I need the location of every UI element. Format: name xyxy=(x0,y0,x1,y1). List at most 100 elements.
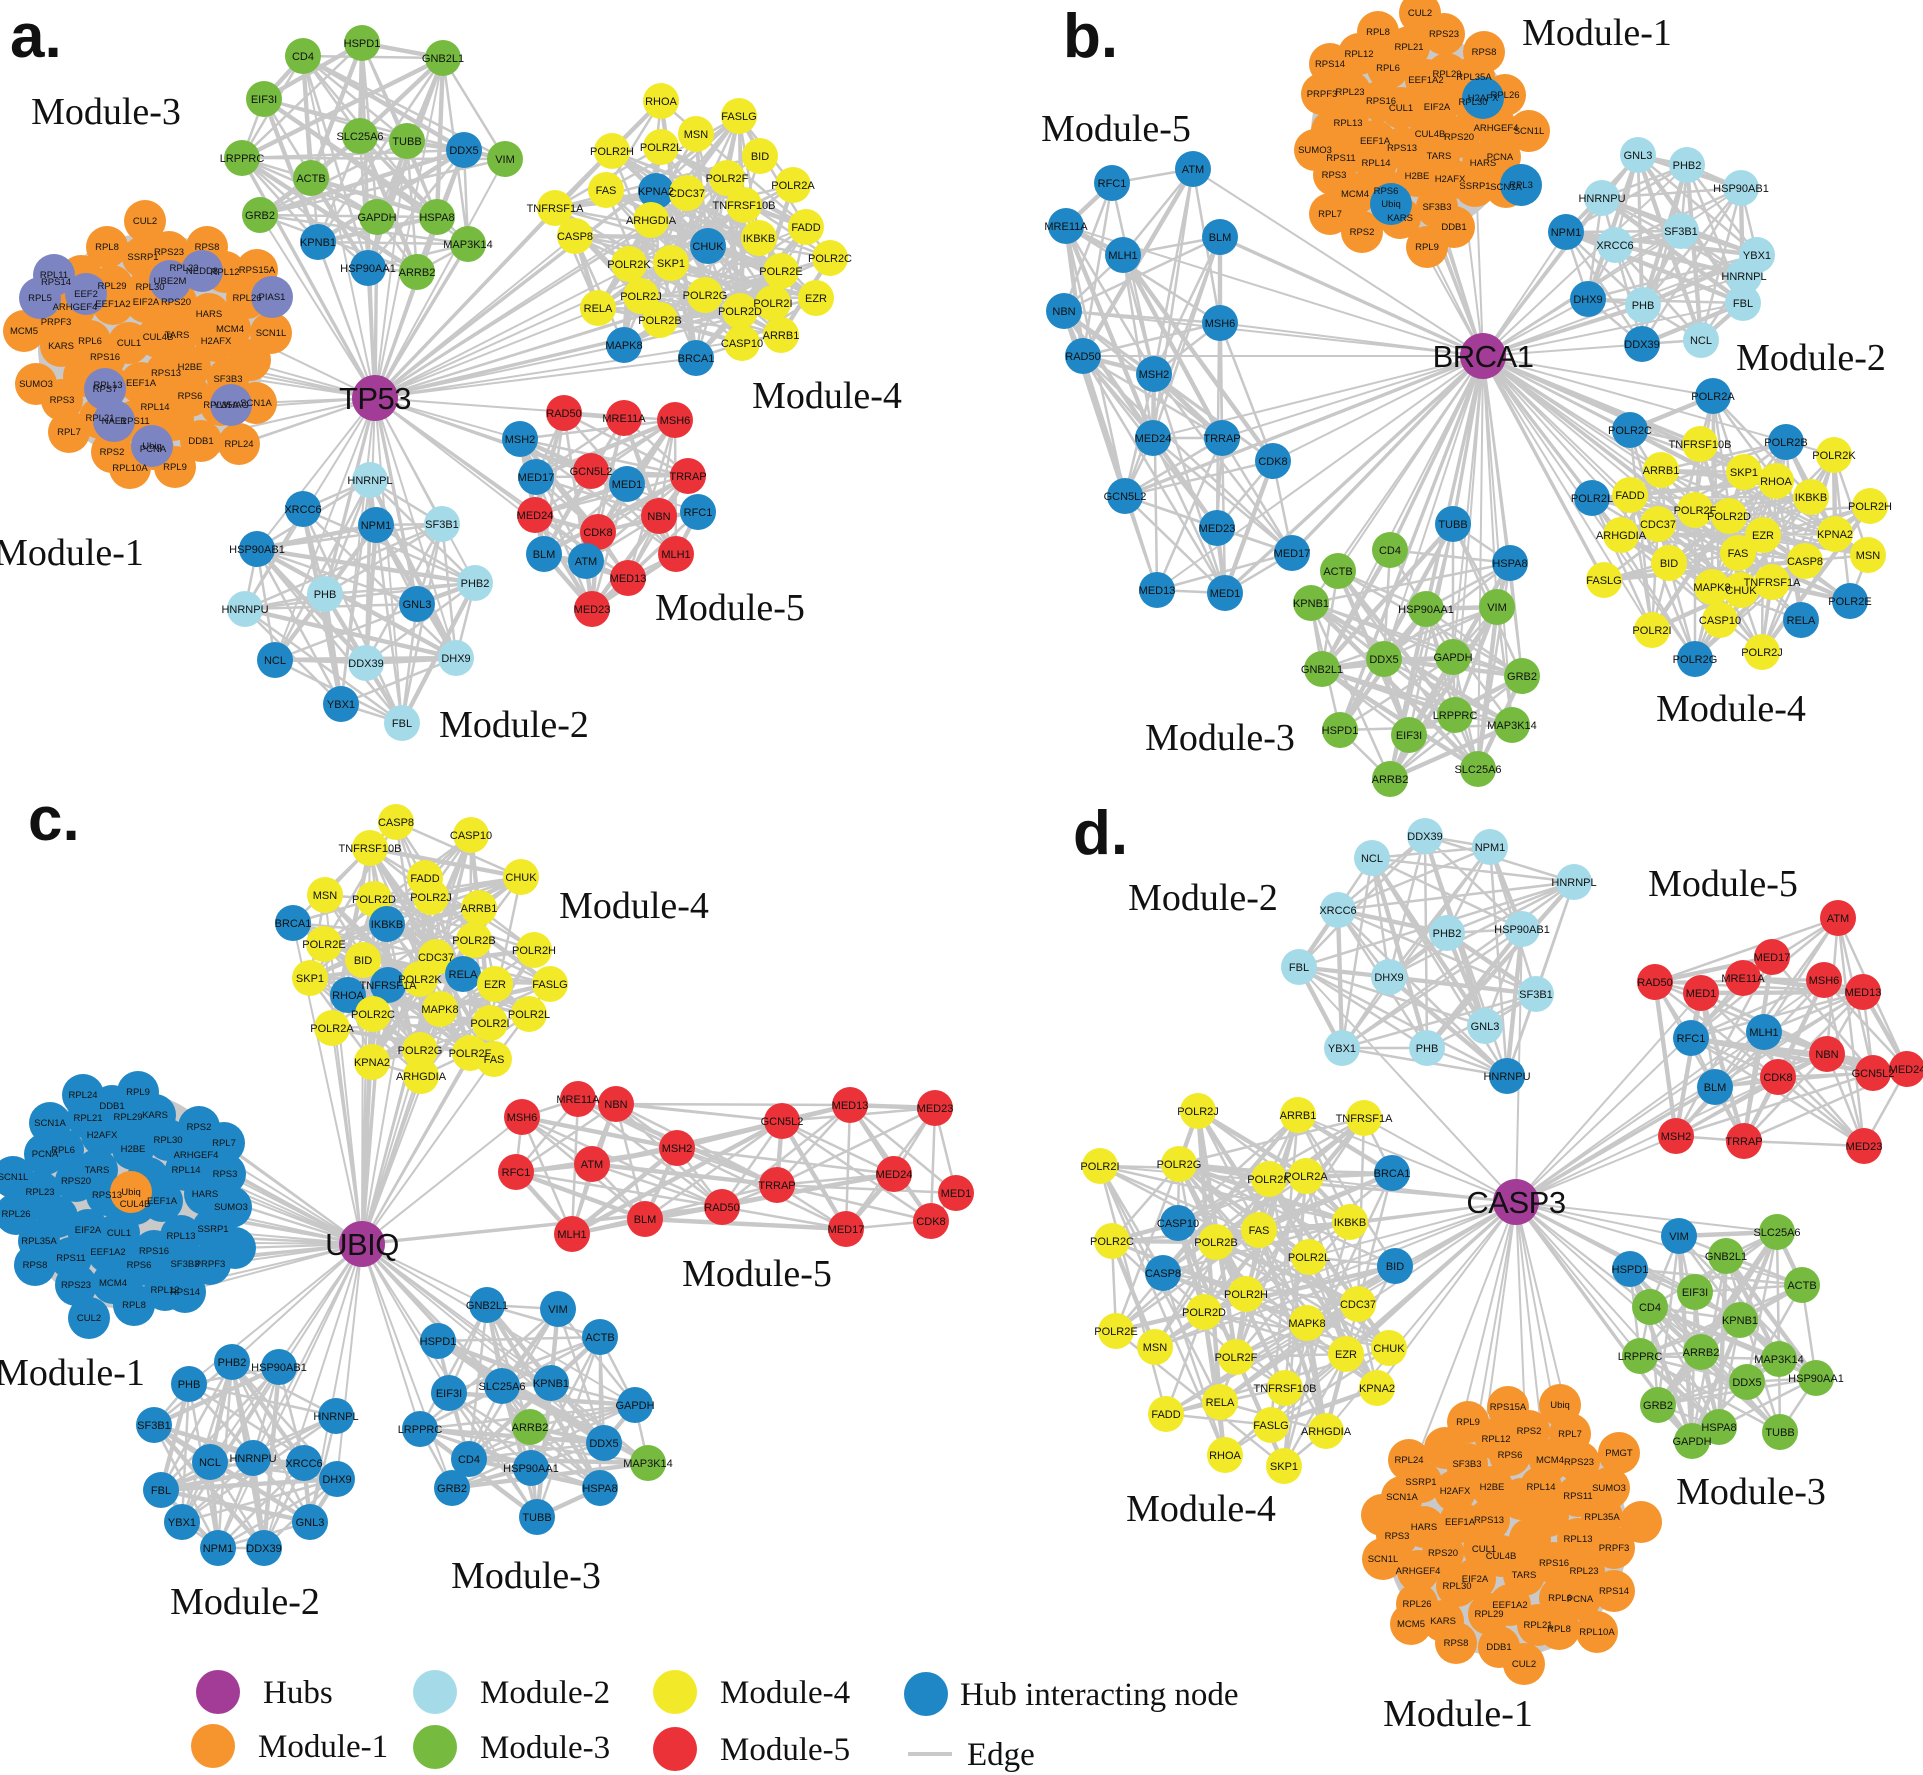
svg-text:EEF1A2: EEF1A2 xyxy=(1492,1600,1527,1611)
svg-text:CDK8: CDK8 xyxy=(916,1216,945,1228)
svg-text:CASP8: CASP8 xyxy=(1145,1268,1181,1280)
svg-text:FBL: FBL xyxy=(392,718,412,730)
svg-text:ARHGDIA: ARHGDIA xyxy=(396,1071,447,1083)
svg-text:ATM: ATM xyxy=(581,1159,603,1171)
svg-text:H2AFX: H2AFX xyxy=(1440,1486,1471,1497)
svg-text:Module-3: Module-3 xyxy=(451,1555,601,1597)
svg-text:ARRB2: ARRB2 xyxy=(512,1422,549,1434)
svg-text:RPL9: RPL9 xyxy=(1415,242,1439,253)
svg-text:SLC25A6: SLC25A6 xyxy=(1454,764,1501,776)
svg-text:VIM: VIM xyxy=(495,154,515,166)
svg-text:RPS20: RPS20 xyxy=(161,297,191,308)
svg-text:EIF3I: EIF3I xyxy=(436,1388,462,1400)
svg-text:SCN1A: SCN1A xyxy=(1386,1492,1418,1503)
svg-text:RPS16: RPS16 xyxy=(139,1246,169,1257)
svg-text:RPL6: RPL6 xyxy=(1376,63,1400,74)
svg-text:POLR2A: POLR2A xyxy=(771,180,815,192)
svg-text:SUMO3: SUMO3 xyxy=(214,1202,248,1213)
svg-text:PCNA: PCNA xyxy=(32,1149,59,1160)
svg-text:GRB2: GRB2 xyxy=(437,1483,467,1495)
svg-text:SF3B3: SF3B3 xyxy=(1422,202,1451,213)
svg-text:CUL4B: CUL4B xyxy=(1415,129,1446,140)
svg-text:CASP10: CASP10 xyxy=(721,338,763,350)
svg-text:Module-3: Module-3 xyxy=(480,1730,610,1766)
svg-text:BLM: BLM xyxy=(1209,232,1232,244)
svg-text:Module-3: Module-3 xyxy=(31,91,181,133)
svg-text:EEF1A: EEF1A xyxy=(147,1196,178,1207)
svg-text:KARS: KARS xyxy=(48,341,74,352)
svg-text:MAPK8: MAPK8 xyxy=(1288,1318,1325,1330)
svg-text:MAP3K14: MAP3K14 xyxy=(623,1458,673,1470)
svg-text:SKP1: SKP1 xyxy=(657,258,685,270)
svg-text:RPS14: RPS14 xyxy=(41,277,71,288)
svg-text:a.: a. xyxy=(10,2,62,71)
svg-text:EEF1A: EEF1A xyxy=(1360,136,1391,147)
svg-text:HSPD1: HSPD1 xyxy=(420,1336,457,1348)
svg-text:RPL12: RPL12 xyxy=(210,267,239,278)
svg-text:CDK8: CDK8 xyxy=(583,527,612,539)
svg-text:RPL7: RPL7 xyxy=(1558,1429,1582,1440)
svg-text:POLR2J: POLR2J xyxy=(1741,647,1783,659)
svg-text:MED17: MED17 xyxy=(518,472,555,484)
svg-text:IKBKB: IKBKB xyxy=(1334,1217,1366,1229)
svg-text:ARRB1: ARRB1 xyxy=(461,903,498,915)
svg-text:CDK8: CDK8 xyxy=(1763,1072,1792,1084)
svg-text:POLR2J: POLR2J xyxy=(410,892,452,904)
svg-text:LRPPRC: LRPPRC xyxy=(398,1424,443,1436)
svg-text:VIM: VIM xyxy=(548,1304,568,1316)
svg-text:FADD: FADD xyxy=(410,873,439,885)
svg-text:MSN: MSN xyxy=(1143,1342,1168,1354)
svg-text:SUMO3: SUMO3 xyxy=(1298,145,1332,156)
svg-text:POLR2D: POLR2D xyxy=(352,894,396,906)
svg-text:PRPF3: PRPF3 xyxy=(1307,89,1338,100)
svg-text:PRPF3: PRPF3 xyxy=(41,317,72,328)
svg-text:SSRP1: SSRP1 xyxy=(197,1224,228,1235)
svg-text:RPL35A: RPL35A xyxy=(21,1236,57,1247)
svg-text:MAPK8: MAPK8 xyxy=(1693,582,1730,594)
svg-text:CD4: CD4 xyxy=(458,1454,480,1466)
svg-text:SKP1: SKP1 xyxy=(1270,1461,1298,1473)
svg-text:Module-1: Module-1 xyxy=(1522,12,1672,54)
svg-text:TNFRSF1A: TNFRSF1A xyxy=(1744,577,1802,589)
svg-text:RPL12: RPL12 xyxy=(1481,1434,1510,1445)
svg-text:RPL14: RPL14 xyxy=(1361,158,1390,169)
svg-text:HNRNPL: HNRNPL xyxy=(347,475,392,487)
svg-text:ARRB1: ARRB1 xyxy=(1643,465,1680,477)
svg-text:RAD50: RAD50 xyxy=(1637,977,1672,989)
svg-text:ACTB: ACTB xyxy=(1323,566,1352,578)
svg-text:RPL6: RPL6 xyxy=(1548,1593,1572,1604)
svg-text:NEDD8: NEDD8 xyxy=(186,266,218,277)
svg-text:EIF3I: EIF3I xyxy=(251,94,277,106)
svg-text:GCN5L2: GCN5L2 xyxy=(570,466,613,478)
svg-text:GAPDH: GAPDH xyxy=(357,212,396,224)
svg-text:POLR2A: POLR2A xyxy=(1691,391,1735,403)
svg-text:ARRB2: ARRB2 xyxy=(1372,774,1409,786)
svg-text:CUL2: CUL2 xyxy=(1408,8,1432,19)
svg-text:RPL9: RPL9 xyxy=(126,1087,150,1098)
svg-text:MSH6: MSH6 xyxy=(1809,975,1840,987)
svg-text:MSH2: MSH2 xyxy=(662,1143,693,1155)
svg-text:GNB2L1: GNB2L1 xyxy=(466,1300,508,1312)
svg-text:RPL26: RPL26 xyxy=(1402,1599,1431,1610)
svg-text:DDX5: DDX5 xyxy=(1732,1377,1761,1389)
svg-text:HSP90AB1: HSP90AB1 xyxy=(251,1362,307,1374)
svg-text:CUL4B: CUL4B xyxy=(1486,1551,1517,1562)
svg-text:DDB1: DDB1 xyxy=(1486,1642,1511,1653)
svg-text:CASP10: CASP10 xyxy=(1157,1218,1199,1230)
svg-text:FASLG: FASLG xyxy=(721,111,756,123)
svg-text:ACTB: ACTB xyxy=(585,1332,614,1344)
svg-text:POLR2K: POLR2K xyxy=(398,974,442,986)
svg-text:POLR2B: POLR2B xyxy=(1194,1237,1237,1249)
svg-text:SLC25A6: SLC25A6 xyxy=(1753,1227,1800,1239)
svg-text:EZR: EZR xyxy=(484,979,506,991)
svg-text:RELA: RELA xyxy=(584,303,613,315)
svg-text:RHOA: RHOA xyxy=(1209,1450,1241,1462)
svg-text:CASP3: CASP3 xyxy=(1466,1185,1565,1220)
svg-text:MSH2: MSH2 xyxy=(505,434,536,446)
svg-text:RPL7: RPL7 xyxy=(212,1138,236,1149)
svg-text:Module-2: Module-2 xyxy=(1128,877,1278,919)
svg-text:POLR2J: POLR2J xyxy=(620,291,662,303)
svg-text:FASLG: FASLG xyxy=(1586,575,1621,587)
svg-text:HSP90AA1: HSP90AA1 xyxy=(503,1463,559,1475)
svg-text:SLC25A6: SLC25A6 xyxy=(336,131,383,143)
